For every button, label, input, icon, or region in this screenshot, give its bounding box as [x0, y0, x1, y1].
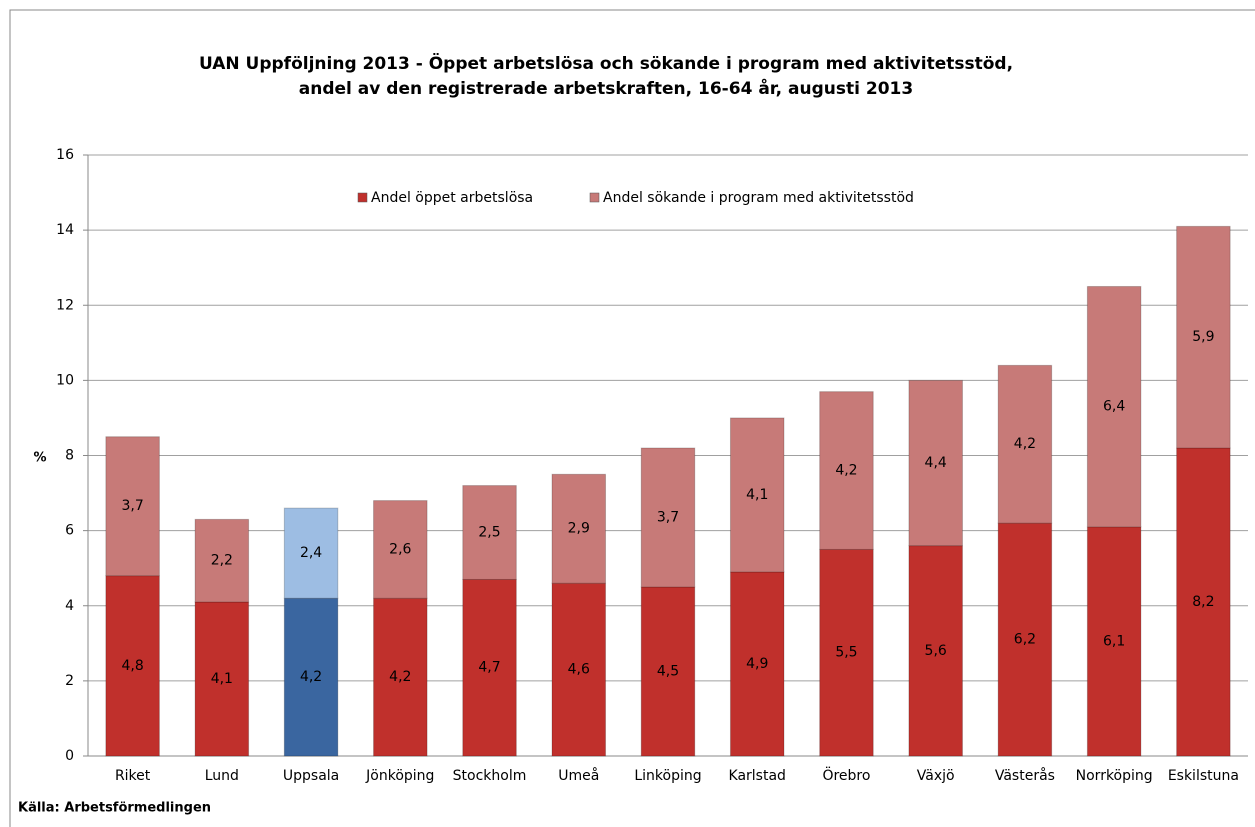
value-label: 2,4 — [300, 545, 322, 561]
value-label: 2,5 — [478, 525, 500, 541]
bar-segment — [373, 500, 428, 599]
value-label: 2,9 — [568, 521, 590, 537]
bar-segment — [194, 518, 250, 603]
value-label: 4,1 — [211, 671, 233, 687]
value-label: 4,9 — [746, 656, 768, 672]
bar-segment — [640, 586, 696, 757]
x-tick-label: Stockholm — [453, 768, 527, 784]
bar-segment — [373, 597, 428, 757]
x-tick-label: Växjö — [917, 768, 955, 784]
x-tick-label: Linköping — [634, 768, 701, 784]
bar-segment — [997, 364, 1053, 524]
y-tick-label: 10 — [56, 372, 74, 388]
bar-segment — [1176, 225, 1231, 449]
x-tick-label: Uppsala — [283, 768, 339, 784]
x-tick-label: Riket — [115, 768, 151, 784]
y-tick-label: 8 — [65, 448, 74, 464]
legend-label: Andel sökande i program med aktivitetsst… — [603, 190, 914, 206]
legend-label: Andel öppet arbetslösa — [371, 190, 533, 206]
x-tick-label: Jönköping — [365, 768, 434, 784]
bar-segment — [551, 473, 607, 584]
y-tick-label: 6 — [65, 523, 74, 539]
y-axis-label: % — [33, 451, 46, 466]
value-label: 8,2 — [1192, 594, 1214, 610]
value-label: 5,9 — [1192, 329, 1214, 345]
value-label: 4,7 — [478, 660, 500, 676]
bar-segment — [1086, 285, 1142, 528]
x-tick-label: Eskilstuna — [1168, 768, 1239, 784]
source-note: Källa: Arbetsförmedlingen — [18, 801, 211, 816]
bar-segment — [105, 436, 160, 577]
y-tick-label: 14 — [56, 222, 74, 238]
bar-segment — [194, 601, 250, 757]
value-label: 5,5 — [835, 645, 857, 661]
bar-segment — [551, 582, 607, 757]
bar-segment — [819, 548, 874, 757]
x-tick-label: Karlstad — [729, 768, 786, 784]
bar-segment — [1086, 526, 1142, 757]
x-tick-label: Norrköping — [1076, 768, 1153, 784]
value-label: 5,6 — [925, 643, 947, 659]
value-label: 4,2 — [389, 669, 411, 685]
bar-segment — [462, 485, 517, 580]
y-tick-label: 4 — [65, 598, 74, 614]
y-tick-label: 2 — [65, 673, 74, 689]
value-label: 4,1 — [746, 487, 768, 503]
chart-title: andel av den registrerade arbetskraften,… — [299, 77, 913, 99]
value-label: 4,6 — [568, 662, 590, 678]
x-tick-label: Lund — [205, 768, 239, 784]
bar-segment — [462, 578, 517, 757]
bar-segment — [729, 417, 785, 573]
x-tick-label: Umeå — [558, 767, 599, 784]
x-tick-label: Västerås — [995, 767, 1055, 784]
bar-segment — [729, 571, 785, 757]
value-label: 2,2 — [211, 553, 233, 569]
chart-title: UAN Uppföljning 2013 - Öppet arbetslösa … — [199, 52, 1013, 74]
value-label: 6,4 — [1103, 399, 1125, 415]
value-label: 4,2 — [835, 463, 857, 479]
bar-segment — [105, 575, 160, 757]
value-label: 4,8 — [121, 658, 143, 674]
value-label: 6,2 — [1014, 632, 1036, 648]
value-label: 4,2 — [300, 669, 322, 685]
y-tick-label: 0 — [65, 748, 74, 764]
x-tick-label: Örebro — [822, 766, 870, 784]
legend-swatch — [357, 192, 368, 203]
bar-segment — [283, 507, 339, 599]
y-tick-label: 16 — [56, 147, 74, 163]
y-tick-label: 12 — [56, 297, 74, 313]
value-label: 4,2 — [1014, 436, 1036, 452]
bar-segment — [640, 447, 696, 588]
value-label: 4,5 — [657, 663, 679, 679]
bar-segment — [997, 522, 1053, 757]
value-label: 6,1 — [1103, 633, 1125, 649]
value-label: 2,6 — [389, 541, 411, 557]
value-label: 4,4 — [925, 455, 947, 471]
legend-swatch — [589, 192, 600, 203]
bar-segment — [819, 391, 874, 550]
bar-segment — [908, 379, 963, 547]
value-label: 3,7 — [657, 509, 679, 525]
value-label: 3,7 — [121, 498, 143, 514]
bar-segment — [908, 545, 963, 757]
